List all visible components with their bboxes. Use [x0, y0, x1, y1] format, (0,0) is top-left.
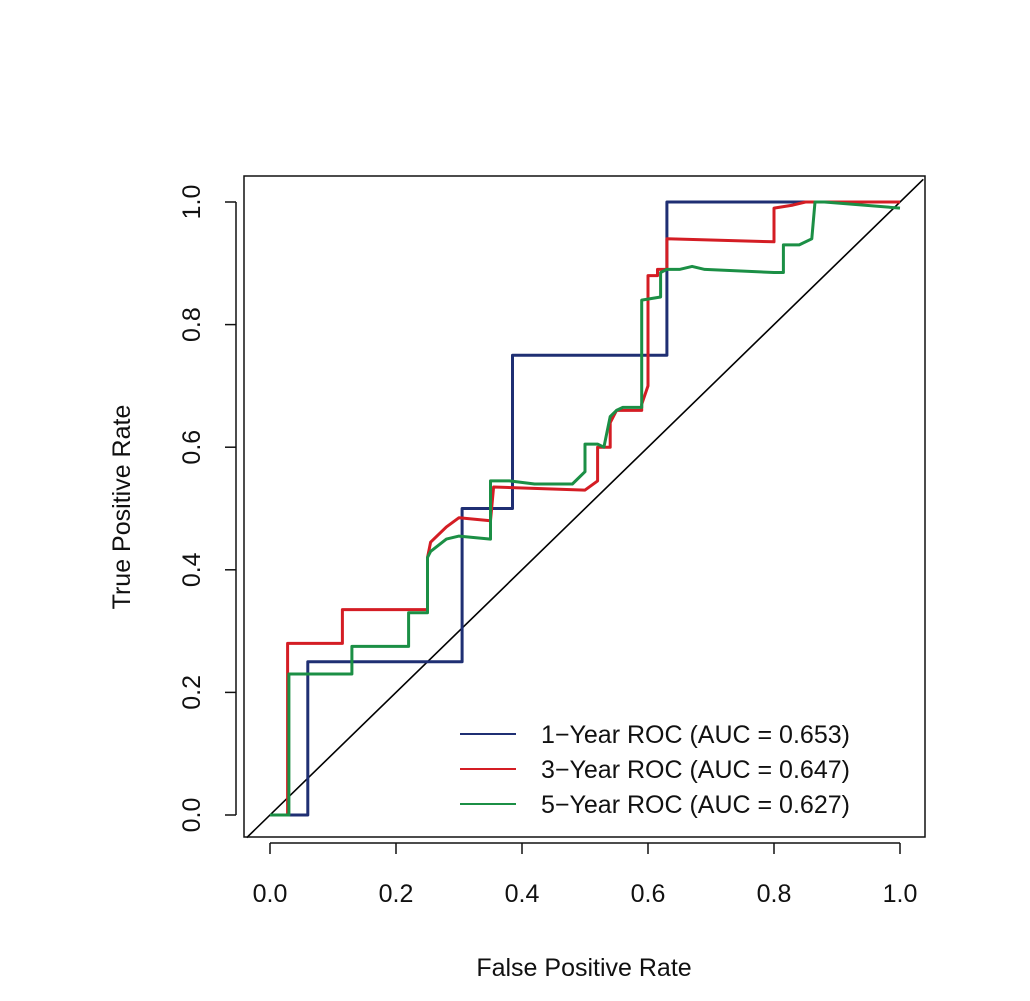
roc-curve-3: [270, 200, 901, 817]
axes-layer: 0.0 0.2 0.4 0.6 0.8 1.0 0.0 0.2 0.4 0.6 0.8 1.0: [178, 185, 917, 908]
x-axis-label: False Positive Rate: [476, 954, 691, 982]
x-tick-label: 0.6: [631, 880, 666, 908]
plot-frame: [243, 175, 926, 838]
reference-diagonal-line: [246, 178, 924, 839]
y-axis-label: True Positive Rate: [108, 405, 136, 610]
y-tick-label: 0.2: [178, 675, 206, 710]
x-tick-label: 0.0: [253, 880, 288, 908]
roc-curve-1: [270, 200, 900, 817]
series-layer: [270, 200, 901, 817]
x-tick-label: 0.2: [379, 880, 414, 908]
y-tick-label: 0.4: [178, 552, 206, 587]
legend-label-3: 5−Year ROC (AUC = 0.627): [541, 791, 850, 819]
legend-label-2: 3−Year ROC (AUC = 0.647): [541, 756, 850, 784]
x-tick-label: 0.8: [757, 880, 792, 908]
legend-label-1: 1−Year ROC (AUC = 0.653): [541, 721, 850, 749]
y-tick-label: 1.0: [178, 185, 206, 220]
y-tick-label: 0.0: [178, 798, 206, 833]
y-tick-label: 0.8: [178, 307, 206, 342]
x-tick-label: 1.0: [883, 880, 918, 908]
x-tick-label: 0.4: [505, 880, 540, 908]
legend: 1−Year ROC (AUC = 0.653) 3−Year ROC (AUC …: [460, 721, 850, 819]
y-tick-label: 0.6: [178, 430, 206, 465]
reference-layer: [246, 178, 924, 839]
